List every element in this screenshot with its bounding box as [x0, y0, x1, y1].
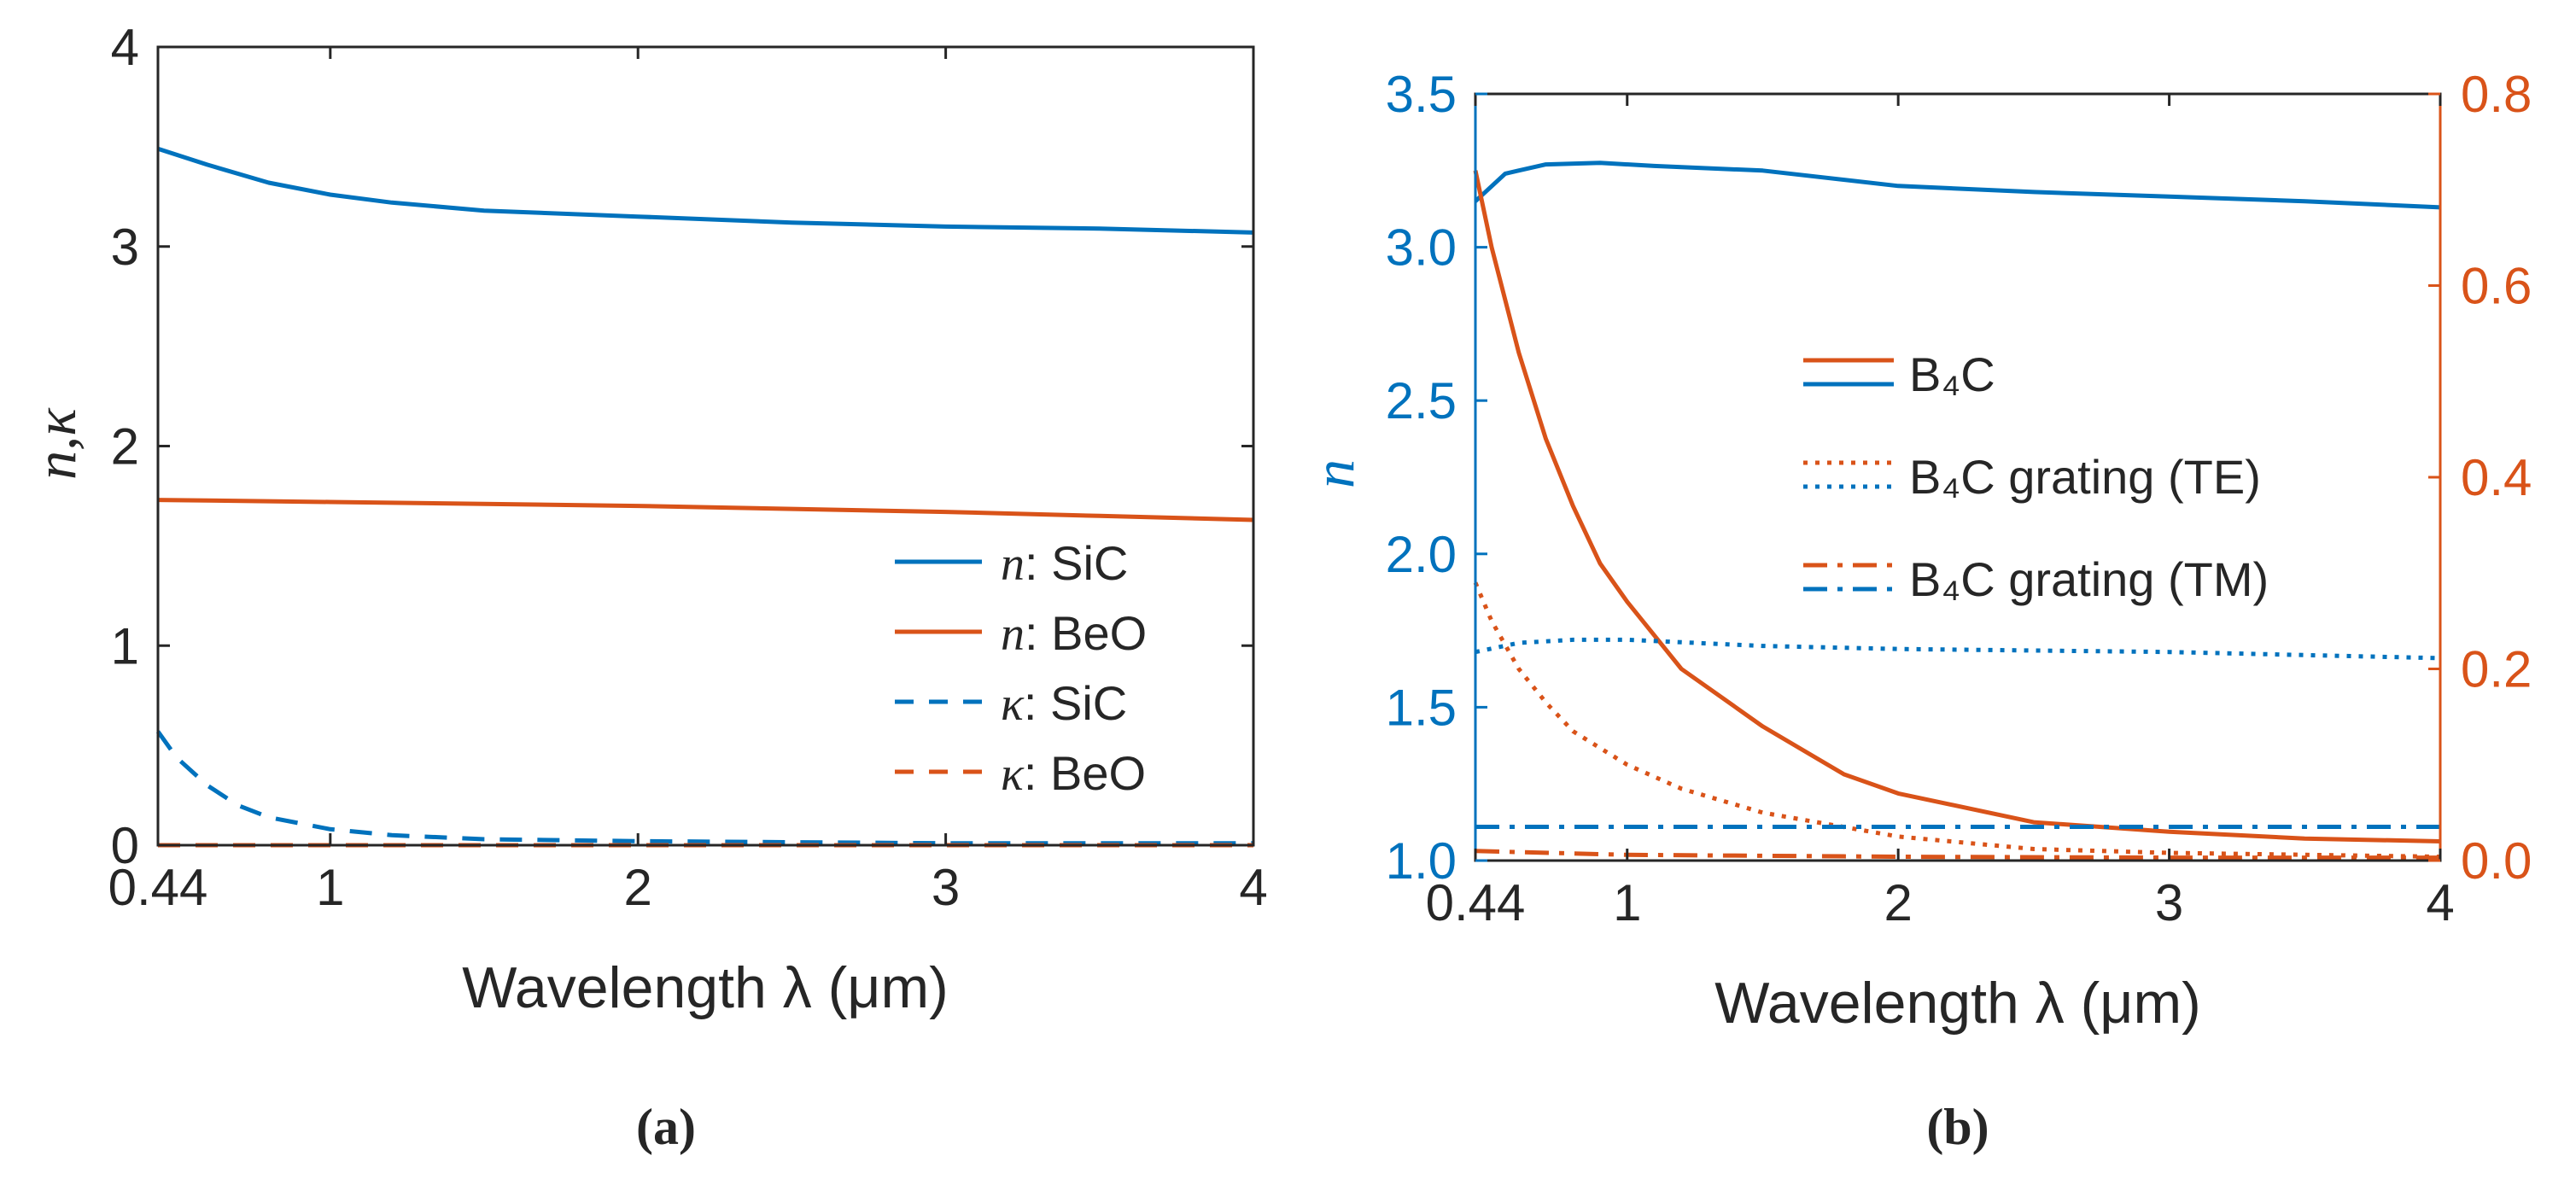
panel-b-right-y-tick-label: 0.4: [2461, 449, 2532, 506]
panel-b-series-line-0: [1474, 161, 2441, 210]
panel-b-x-tick-label: 4: [2426, 874, 2454, 931]
panel-a-x-tick-label: 1: [316, 859, 344, 916]
panel-b-label: (b): [1926, 1099, 1989, 1155]
panel-a-y-tick-label: 3: [111, 219, 139, 276]
panel-a-legend-text: : BeO: [1024, 746, 1146, 800]
panel-a-series-line-2: [155, 730, 1253, 846]
panel-a-x-axis-label: Wavelength λ (μm): [462, 955, 948, 1020]
panel-b-legend-label-0: B₄C: [1909, 347, 1995, 401]
panel-b-x-tick-label: 3: [2155, 874, 2183, 931]
panel-b-x-tick-label: 0.44: [1426, 874, 1526, 931]
panel-a-legend-label-2: κ: SiC: [1001, 676, 1127, 731]
panel-b-series-group: [1473, 161, 2441, 861]
panel-a-legend-symbol: κ: [1001, 678, 1025, 731]
panel-b-left-y-tick-label: 2.0: [1386, 526, 1457, 583]
panel-b-legend-label-1: B₄C grating (TE): [1909, 450, 2261, 504]
panel-b-x-tick-label: 1: [1613, 874, 1641, 931]
panel-b-left-y-tick-label: 1.5: [1386, 679, 1457, 736]
panel-a-legend-text: : SiC: [1025, 536, 1128, 590]
panel-a-legend-label-0: n: SiC: [1001, 536, 1128, 591]
panel-a-y-ticks: 0 1 2 3 4: [111, 19, 1253, 874]
panel-a-x-tick-label: 3: [932, 859, 960, 916]
panel-b-legend-label-2: B₄C grating (TM): [1909, 552, 2269, 606]
panel-a-x-tick-label: 4: [1239, 859, 1267, 916]
panel-b-right-y-ticks: 0.0 0.2 0.4 0.6 0.8: [2428, 66, 2532, 890]
panel-a-y-tick-label: 2: [111, 418, 139, 476]
panel-a-legend-symbol: n: [1001, 608, 1025, 661]
panel-b-right-y-tick-label: 0.8: [2461, 66, 2532, 123]
panel-b-y-axis-label: n: [1301, 459, 1366, 488]
panel-a-series-group: [155, 146, 1254, 848]
panel-b-left-y-tick-label: 2.5: [1386, 372, 1457, 429]
panel-a-x-tick-label: 0.44: [108, 859, 208, 916]
panel-b-series-line-5: [1475, 849, 2440, 861]
panel-b-left-y-tick-label: 1.0: [1386, 832, 1457, 890]
panel-a-series-line-1: [157, 498, 1254, 522]
panel-a-legend-label-1: n: BeO: [1001, 606, 1147, 661]
panel-b-x-tick-label: 2: [1884, 874, 1912, 931]
panel-a-legend-text: : SiC: [1024, 676, 1127, 730]
panel-a-legend-text: : BeO: [1025, 606, 1147, 660]
panel-b-series-line-1: [1473, 170, 2441, 843]
panel-b-x-ticks: 0.44 1 2 3 4: [1426, 94, 2455, 931]
panel-b-right-y-tick-label: 0.2: [2461, 641, 2532, 698]
panel-b-x-axis-label: Wavelength λ (μm): [1714, 971, 2200, 1036]
panel-b-right-y-tick-label: 0.0: [2461, 832, 2532, 890]
panel-b: 0.44 1 2 3 4 1.0 1.5 2.0 2.5 3.0 3.5 0.0 0.2 0.4 0.6…: [1301, 66, 2532, 1155]
panel-a-series-line-0: [157, 146, 1254, 235]
panel-a-y-tick-label: 0: [111, 817, 139, 874]
panel-b-left-y-tick-label: 3.0: [1386, 219, 1457, 277]
panel-b-series-line-2: [1475, 637, 2441, 661]
panel-a-legend-symbol: n: [1001, 538, 1025, 591]
panel-b-series-line-3: [1473, 581, 2441, 859]
panel-b-left-y-ticks: 1.0 1.5 2.0 2.5 3.0 3.5: [1386, 66, 1487, 890]
panel-a-y-tick-label: 4: [111, 19, 139, 76]
panel-a-y-axis-label: n,κ: [23, 407, 88, 480]
panel-a-x-tick-label: 2: [624, 859, 652, 916]
panel-a-y-tick-label: 1: [111, 617, 139, 674]
panel-a-x-ticks: 0.44 1 2 3 4: [108, 47, 1268, 916]
panel-b-legend: B₄C B₄C grating (TE) B₄C grating (TM): [1803, 347, 2269, 606]
panel-a-label: (a): [636, 1099, 696, 1155]
panel-b-right-y-tick-label: 0.6: [2461, 258, 2532, 315]
panel-a-legend-label-3: κ: BeO: [1001, 746, 1146, 801]
panel-a-legend-symbol: κ: [1001, 748, 1025, 801]
panel-b-left-y-tick-label: 3.5: [1386, 66, 1457, 123]
